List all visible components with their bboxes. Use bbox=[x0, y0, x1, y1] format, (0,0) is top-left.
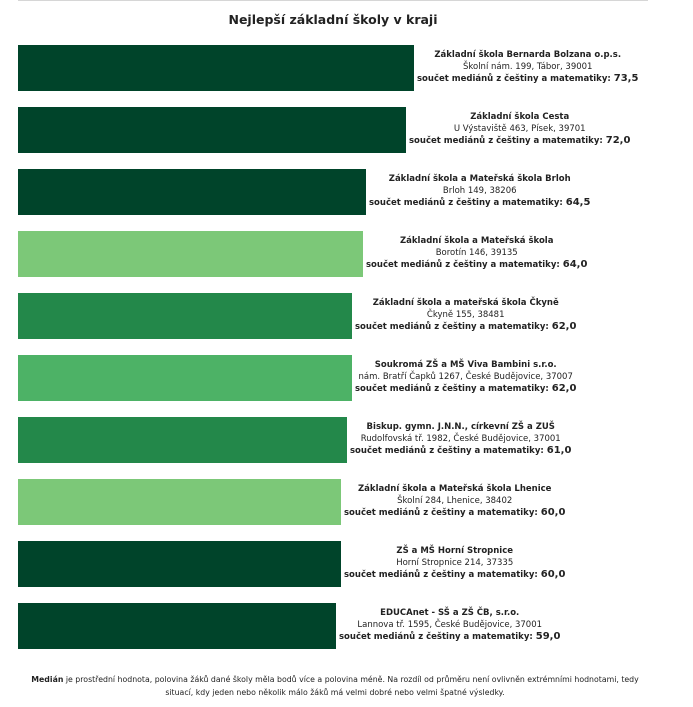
bar-4 bbox=[18, 231, 363, 277]
bar-8 bbox=[18, 479, 341, 525]
bar-7 bbox=[18, 417, 347, 463]
metric-label: součet mediánů z češtiny a matematiky: bbox=[409, 136, 603, 146]
school-name: Základní škola a Mateřská škola Lhenice bbox=[358, 484, 552, 494]
metric-label: součet mediánů z češtiny a matematiky: bbox=[339, 632, 533, 642]
bar-label-1: Základní škola Bernarda Bolzana o.p.s. Šk… bbox=[417, 49, 638, 85]
bar-6 bbox=[18, 355, 352, 401]
bar-label-4: Základní škola a Mateřská škola Borotín 1… bbox=[366, 235, 587, 271]
bar-9 bbox=[18, 541, 341, 587]
data-label: 60,0 bbox=[540, 507, 566, 518]
school-name: EDUCAnet - SŠ a ZŠ ČB, s.r.o. bbox=[380, 608, 520, 618]
bar-1 bbox=[18, 45, 414, 91]
bar-3 bbox=[18, 169, 366, 215]
footnote-term: Medián bbox=[31, 675, 64, 684]
chart-title: Nejlepší základní školy v kraji bbox=[228, 12, 438, 27]
school-address: Horní Stropnice 214, 37335 bbox=[396, 558, 514, 568]
bar-label-7: Biskup. gymn. J.N.N., církevní ZŠ a ZUŠ R… bbox=[350, 421, 571, 457]
bar-label-8: Základní škola a Mateřská škola Lhenice Š… bbox=[344, 483, 565, 519]
school-address: Rudolfovská tř. 1982, České Budějovice, … bbox=[360, 434, 561, 444]
metric-line: součet mediánů z češtiny a matematiky: 6… bbox=[350, 445, 571, 457]
metric-label: součet mediánů z češtiny a matematiky: bbox=[350, 446, 544, 456]
metric-line: součet mediánů z češtiny a matematiky: 6… bbox=[369, 197, 590, 209]
data-label: 60,0 bbox=[540, 569, 566, 580]
metric-line: součet mediánů z češtiny a matematiky: 7… bbox=[409, 135, 630, 147]
bar-2 bbox=[18, 107, 406, 153]
top-divider bbox=[18, 0, 648, 1]
school-address: Čkyně 155, 38481 bbox=[426, 310, 505, 320]
school-name: Základní škola a mateřská škola Čkyně bbox=[372, 298, 559, 308]
data-label: 59,0 bbox=[535, 631, 561, 642]
data-label: 62,0 bbox=[551, 321, 577, 332]
bar-label-10: EDUCAnet - SŠ a ZŠ ČB, s.r.o. Lannova tř.… bbox=[339, 607, 560, 643]
data-label: 72,0 bbox=[605, 135, 631, 146]
data-label: 62,0 bbox=[551, 383, 577, 394]
footnote-text: je prostřední hodnota, polovina žáků dan… bbox=[63, 675, 639, 697]
data-label: 64,0 bbox=[562, 259, 588, 270]
school-name: Biskup. gymn. J.N.N., církevní ZŠ a ZUŠ bbox=[366, 422, 555, 432]
bar-label-6: Soukromá ZŠ a MŠ Viva Bambini s.r.o. nám.… bbox=[355, 359, 576, 395]
metric-label: součet mediánů z češtiny a matematiky: bbox=[355, 322, 549, 332]
footnote: Medián je prostřední hodnota, polovina ž… bbox=[20, 673, 650, 699]
data-label: 64,5 bbox=[565, 197, 591, 208]
school-name: Základní škola a Mateřská škola Brloh bbox=[388, 174, 571, 184]
metric-line: součet mediánů z češtiny a matematiky: 6… bbox=[344, 507, 565, 519]
bar-label-3: Základní škola a Mateřská škola Brloh Brl… bbox=[369, 173, 590, 209]
metric-line: součet mediánů z češtiny a matematiky: 6… bbox=[344, 569, 565, 581]
metric-line: součet mediánů z češtiny a matematiky: 6… bbox=[366, 259, 587, 271]
bar-10 bbox=[18, 603, 336, 649]
data-label: 61,0 bbox=[546, 445, 572, 456]
metric-label: součet mediánů z češtiny a matematiky: bbox=[369, 198, 563, 208]
school-address: U Výstaviště 463, Písek, 39701 bbox=[453, 124, 586, 134]
metric-label: součet mediánů z češtiny a matematiky: bbox=[344, 570, 538, 580]
bar-label-2: Základní škola Cesta U Výstaviště 463, Pí… bbox=[409, 111, 630, 147]
metric-label: součet mediánů z češtiny a matematiky: bbox=[344, 508, 538, 518]
school-name: ZŠ a MŠ Horní Stropnice bbox=[396, 546, 514, 556]
metric-line: součet mediánů z češtiny a matematiky: 6… bbox=[355, 383, 576, 395]
bar-5 bbox=[18, 293, 352, 339]
bar-label-5: Základní škola a mateřská škola Čkyně Čky… bbox=[355, 297, 576, 333]
school-address: Lannova tř. 1595, České Budějovice, 3700… bbox=[357, 620, 543, 630]
school-name: Soukromá ZŠ a MŠ Viva Bambini s.r.o. bbox=[374, 360, 557, 370]
data-label: 73,5 bbox=[613, 73, 639, 84]
school-address: Brloh 149, 38206 bbox=[442, 186, 517, 196]
school-address: Borotín 146, 39135 bbox=[435, 248, 518, 258]
bar-chart: Základní škola Bernarda Bolzana o.p.s. Šk… bbox=[18, 45, 638, 649]
school-name: Základní škola Cesta bbox=[470, 112, 570, 122]
school-name: Základní škola a Mateřská škola bbox=[400, 236, 554, 246]
metric-line: součet mediánů z češtiny a matematiky: 6… bbox=[355, 321, 576, 333]
school-name: Základní škola Bernarda Bolzana o.p.s. bbox=[434, 50, 622, 60]
school-address: nám. Bratří Čapků 1267, České Budějovice… bbox=[358, 372, 573, 382]
school-address: Školní 284, Lhenice, 38402 bbox=[397, 496, 513, 506]
bar-label-9: ZŠ a MŠ Horní Stropnice Horní Stropnice 2… bbox=[344, 545, 565, 581]
school-address: Školní nám. 199, Tábor, 39001 bbox=[462, 62, 593, 72]
metric-line: součet mediánů z češtiny a matematiky: 5… bbox=[339, 631, 560, 643]
metric-label: součet mediánů z češtiny a matematiky: bbox=[355, 384, 549, 394]
metric-label: součet mediánů z češtiny a matematiky: bbox=[417, 74, 611, 84]
metric-line: součet mediánů z češtiny a matematiky: 7… bbox=[417, 73, 638, 85]
metric-label: součet mediánů z češtiny a matematiky: bbox=[366, 260, 560, 270]
